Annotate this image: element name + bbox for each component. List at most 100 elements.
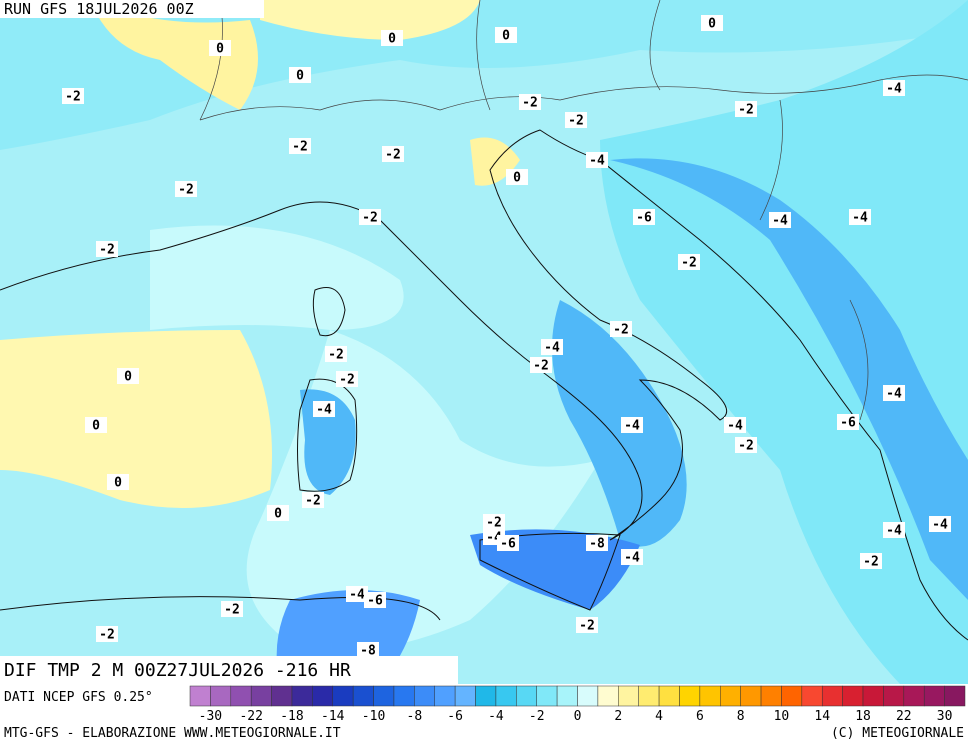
contour-label: -4 bbox=[624, 419, 640, 434]
legend-label: 4 bbox=[655, 709, 663, 724]
contour-label: -2 bbox=[224, 603, 240, 618]
color-swatch bbox=[638, 685, 660, 707]
label-box bbox=[883, 80, 905, 96]
label-box bbox=[325, 346, 347, 362]
contour-label: -2 bbox=[305, 494, 321, 509]
color-bar: -30 -22 -18 -14 -10 -8 -6 -4 -2 0 2 4 6 8 10 14 18 22 30 bbox=[189, 685, 966, 724]
color-swatch bbox=[291, 685, 313, 707]
contour-label: -8 bbox=[360, 644, 376, 659]
label-box bbox=[495, 27, 517, 43]
label-box bbox=[289, 67, 311, 83]
color-swatch bbox=[801, 685, 823, 707]
label-box bbox=[364, 592, 386, 608]
color-swatch bbox=[454, 685, 476, 707]
legend-label: 2 bbox=[614, 709, 622, 724]
label-box bbox=[209, 40, 231, 56]
contour-label: -4 bbox=[349, 588, 365, 603]
label-box bbox=[586, 152, 608, 168]
map-title: DIF TMP 2 M 00Z27JUL2026 -216 HR bbox=[4, 660, 351, 681]
color-swatch bbox=[434, 685, 456, 707]
contour-label: -6 bbox=[636, 211, 652, 226]
label-box bbox=[860, 553, 882, 569]
contour-label: 0 bbox=[274, 507, 282, 522]
contour-label: -2 bbox=[522, 96, 538, 111]
color-swatch bbox=[250, 685, 272, 707]
color-swatch bbox=[781, 685, 803, 707]
contour-label: -2 bbox=[339, 373, 355, 388]
label-box bbox=[62, 88, 84, 104]
contour-label: -2 bbox=[65, 90, 81, 105]
contour-label: 0 bbox=[114, 476, 122, 491]
color-swatch bbox=[740, 685, 762, 707]
contour-label: -4 bbox=[886, 524, 902, 539]
color-swatch bbox=[373, 685, 395, 707]
legend-label: -18 bbox=[280, 709, 303, 724]
contour-label: 0 bbox=[502, 29, 510, 44]
contour-label: -2 bbox=[863, 555, 879, 570]
label-box bbox=[883, 522, 905, 538]
label-box bbox=[678, 254, 700, 270]
color-swatch bbox=[516, 685, 537, 707]
contour-label: -4 bbox=[852, 211, 868, 226]
color-swatch bbox=[475, 685, 497, 707]
contour-label: -4 bbox=[886, 82, 902, 97]
legend-label: 18 bbox=[855, 709, 871, 724]
legend-label: 0 bbox=[574, 709, 582, 724]
contour-label: 0 bbox=[513, 171, 521, 186]
contour-label: -2 bbox=[533, 359, 549, 374]
legend-label: -2 bbox=[529, 709, 545, 724]
contour-label: -2 bbox=[738, 103, 754, 118]
label-box bbox=[929, 516, 951, 532]
label-box bbox=[769, 212, 791, 228]
legend-label: 30 bbox=[937, 709, 953, 724]
label-box bbox=[302, 492, 324, 508]
contour-label: -2 bbox=[385, 148, 401, 163]
label-box bbox=[96, 626, 118, 642]
contour-label: 0 bbox=[388, 32, 396, 47]
label-box bbox=[107, 474, 129, 490]
contour-label: -2 bbox=[681, 256, 697, 271]
label-box bbox=[883, 385, 905, 401]
legend-label: 6 bbox=[696, 709, 704, 724]
label-box bbox=[541, 339, 563, 355]
contour-label: 0 bbox=[124, 370, 132, 385]
contour-label: -2 bbox=[99, 243, 115, 258]
color-swatch bbox=[414, 685, 435, 707]
label-box bbox=[724, 417, 746, 433]
color-swatch bbox=[760, 685, 782, 707]
label-box bbox=[336, 371, 358, 387]
label-box bbox=[735, 101, 757, 117]
color-swatch bbox=[577, 685, 599, 707]
legend-label: 10 bbox=[774, 709, 790, 724]
label-box bbox=[96, 241, 118, 257]
label-box bbox=[357, 642, 379, 658]
color-swatch bbox=[679, 685, 701, 707]
legend-label: -8 bbox=[407, 709, 423, 724]
label-box bbox=[633, 209, 655, 225]
contour-label: -4 bbox=[544, 341, 560, 356]
label-box bbox=[621, 549, 643, 565]
contour-label: -4 bbox=[727, 419, 743, 434]
label-box bbox=[175, 181, 197, 197]
contour-label: -4 bbox=[772, 214, 788, 229]
legend-label: 14 bbox=[814, 709, 830, 724]
label-box bbox=[289, 138, 311, 154]
label-box bbox=[497, 535, 519, 551]
contour-label: -2 bbox=[99, 628, 115, 643]
contour-label: -2 bbox=[568, 114, 584, 129]
label-box bbox=[530, 357, 552, 373]
color-swatch bbox=[393, 685, 415, 707]
temperature-fields bbox=[0, 0, 968, 684]
contour-label: -2 bbox=[579, 619, 595, 634]
color-swatch bbox=[699, 685, 721, 707]
contour-labels: 0 0 0 0 0 0 0 0 0 0 -2 -2 -2 -2 -2 -2 -2 -2 -2 -2 -2 -2 -2 -2 -2… bbox=[62, 15, 951, 659]
color-swatch bbox=[230, 685, 252, 707]
source: DATI NCEP GFS 0.25° bbox=[4, 690, 153, 705]
color-swatch bbox=[271, 685, 293, 707]
color-swatch bbox=[842, 685, 864, 707]
color-swatch bbox=[944, 685, 966, 707]
color-swatch bbox=[720, 685, 741, 707]
label-box bbox=[506, 169, 528, 185]
